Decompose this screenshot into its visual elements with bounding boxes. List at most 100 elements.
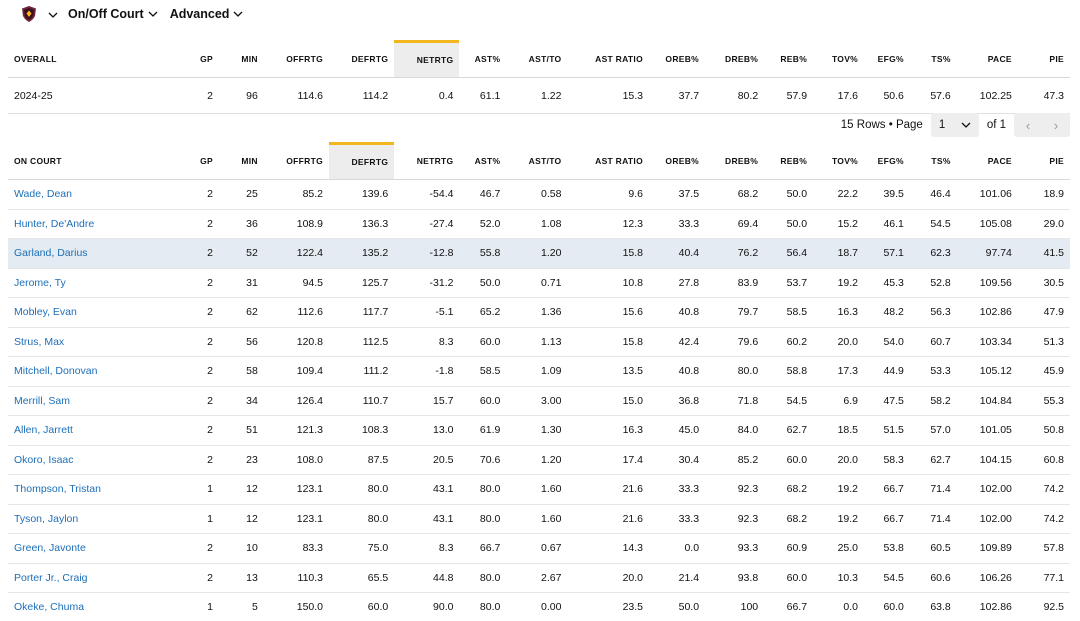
on-court-header-row: ON COURT GP MIN OFFRTG DEFRTG NETRTG AST% AST/T… [8,142,1070,180]
column-header-ast-pct[interactable]: AST% [459,41,507,78]
stat-cell-ast-pct: 65.2 [459,297,507,328]
player-link[interactable]: Strus, Max [14,335,65,348]
player-link[interactable]: Allen, Jarrett [14,424,73,437]
stat-cell-gp: 2 [186,533,219,564]
stat-cell-offrtg: 94.5 [263,268,330,298]
stat-cell-reb-pct: 58.8 [764,356,814,387]
next-page-button[interactable]: › [1053,117,1059,133]
stat-cell-tov-pct: 0.0 [813,592,865,621]
column-header-pie[interactable]: PIE [1017,41,1070,78]
stat-cell-min: 25 [218,179,264,210]
column-header-defrtg[interactable]: DEFRTG [329,142,395,180]
stat-cell-offrtg: 126.4 [263,386,330,416]
stat-cell-reb-pct: 68.2 [764,504,814,534]
column-header-reb-pct[interactable]: REB% [764,41,814,78]
column-header-ts-pct[interactable]: TS% [909,41,957,78]
stat-cell-offrtg: 150.0 [263,592,330,621]
on-off-court-dropdown[interactable]: On/Off Court [68,7,158,21]
stat-cell-tov-pct: 10.3 [813,563,865,593]
stat-cell-ast-pct: 80.0 [459,474,507,505]
stat-cell-reb-pct: 54.5 [764,386,814,416]
column-header-efg-pct[interactable]: EFG% [864,143,910,180]
column-header-offrtg[interactable]: OFFRTG [263,143,330,180]
player-link[interactable]: Merrill, Sam [14,394,71,407]
column-header-ast-to[interactable]: AST/TO [506,41,568,78]
player-link[interactable]: Wade, Dean [14,188,72,201]
stat-cell-ast-to: 1.60 [506,504,568,534]
table-row: Thompson, Tristan 1 12 123.1 80.0 43.1 80.0 1.6… [8,474,1070,505]
column-header-min[interactable]: MIN [218,143,264,180]
column-header-dreb-pct[interactable]: DREB% [705,143,765,180]
player-link[interactable]: Mitchell, Donovan [14,365,98,378]
player-link[interactable]: Mobley, Evan [14,306,77,319]
stat-cell-gp: 2 [186,297,219,328]
player-link[interactable]: Tyson, Jaylon [14,512,79,525]
stat-cell-ast-pct: 61.9 [459,415,507,446]
stat-cell-defrtg: 108.3 [329,415,395,446]
stat-cell-offrtg: 123.1 [263,504,330,534]
table-row: Hunter, De'Andre 2 36 108.9 136.3 -27.4 52.0 1.… [8,209,1070,239]
column-header-gp[interactable]: GP [186,143,219,180]
column-header-offrtg[interactable]: OFFRTG [263,41,330,78]
advanced-dropdown[interactable]: Advanced [170,7,244,21]
player-link[interactable]: Porter Jr., Craig [14,571,88,584]
stat-cell-gp: 1 [186,504,219,534]
stat-cell-netrtg: 90.0 [394,592,460,621]
column-header-pace[interactable]: PACE [956,41,1018,78]
player-link[interactable]: Garland, Darius [14,247,88,260]
stat-cell-ast-ratio: 20.0 [567,563,649,593]
column-header-tov-pct[interactable]: TOV% [813,41,865,78]
stat-cell-netrtg: 20.5 [394,445,460,475]
stat-cell-defrtg: 112.5 [329,327,395,357]
stat-cell-ast-pct: 46.7 [459,179,507,210]
column-header-pace[interactable]: PACE [956,143,1018,180]
column-header-ast-ratio[interactable]: AST RATIO [567,41,649,78]
stat-cell-ts-pct: 56.3 [909,297,957,328]
column-header-ts-pct[interactable]: TS% [909,143,957,180]
overall-table: OVERALL GP MIN OFFRTG DEFRTG NETRTG AST% AST/TO… [8,40,1070,114]
column-header-oreb-pct[interactable]: OREB% [649,143,706,180]
player-link[interactable]: Thompson, Tristan [14,483,101,496]
table-row: Okeke, Chuma 1 5 150.0 60.0 90.0 80.0 0.00 23.5 5… [8,592,1070,621]
stat-cell-pace: 102.86 [956,297,1018,328]
column-header-gp[interactable]: GP [186,41,219,78]
column-header-dreb-pct[interactable]: DREB% [705,41,765,78]
stat-cell-oreb-pct: 21.4 [649,563,706,593]
player-link[interactable]: Hunter, De'Andre [14,217,95,230]
stat-cell-dreb-pct: 84.0 [705,415,765,446]
column-header-ast-pct[interactable]: AST% [459,143,507,180]
player-cell: Garland, Darius [8,238,187,269]
table-row: Mitchell, Donovan 2 58 109.4 111.2 -1.8 58.5 1.… [8,356,1070,387]
column-header-pie[interactable]: PIE [1017,143,1070,180]
column-header-oreb-pct[interactable]: OREB% [649,41,706,78]
stat-cell-ast-ratio: 15.6 [567,297,649,328]
stat-cell-pie: 47.3 [1017,77,1070,114]
column-header-defrtg[interactable]: DEFRTG [329,41,395,78]
column-header-ast-to[interactable]: AST/TO [506,143,568,180]
player-cell: Jerome, Ty [8,268,187,298]
team-shield-icon[interactable] [22,6,36,22]
column-header-efg-pct[interactable]: EFG% [864,41,910,78]
column-header-netrtg[interactable]: NETRTG [394,143,460,180]
top-bar: On/Off Court Advanced [0,0,1080,28]
player-link[interactable]: Okoro, Isaac [14,453,74,466]
player-link[interactable]: Okeke, Chuma [14,601,85,614]
stat-cell-ast-pct: 52.0 [459,209,507,239]
stat-cell-defrtg: 75.0 [329,533,395,564]
column-header-reb-pct[interactable]: REB% [764,143,814,180]
prev-page-button[interactable]: ‹ [1025,117,1031,133]
column-header-tov-pct[interactable]: TOV% [813,143,865,180]
stat-cell-ast-ratio: 21.6 [567,474,649,505]
stat-cell-tov-pct: 25.0 [813,533,865,564]
column-header-netrtg[interactable]: NETRTG [394,40,460,78]
stat-cell-defrtg: 80.0 [329,474,395,505]
player-link[interactable]: Jerome, Ty [14,276,66,289]
column-header-min[interactable]: MIN [218,41,264,78]
stat-cell-pace: 102.86 [956,592,1018,621]
player-link[interactable]: Green, Javonte [14,542,86,555]
stat-cell-ast-pct: 50.0 [459,268,507,298]
stat-cell-ast-ratio: 13.5 [567,356,649,387]
page-select[interactable]: 1 [930,113,979,137]
team-chevron-down-icon[interactable] [48,5,58,23]
column-header-ast-ratio[interactable]: AST RATIO [567,143,649,180]
